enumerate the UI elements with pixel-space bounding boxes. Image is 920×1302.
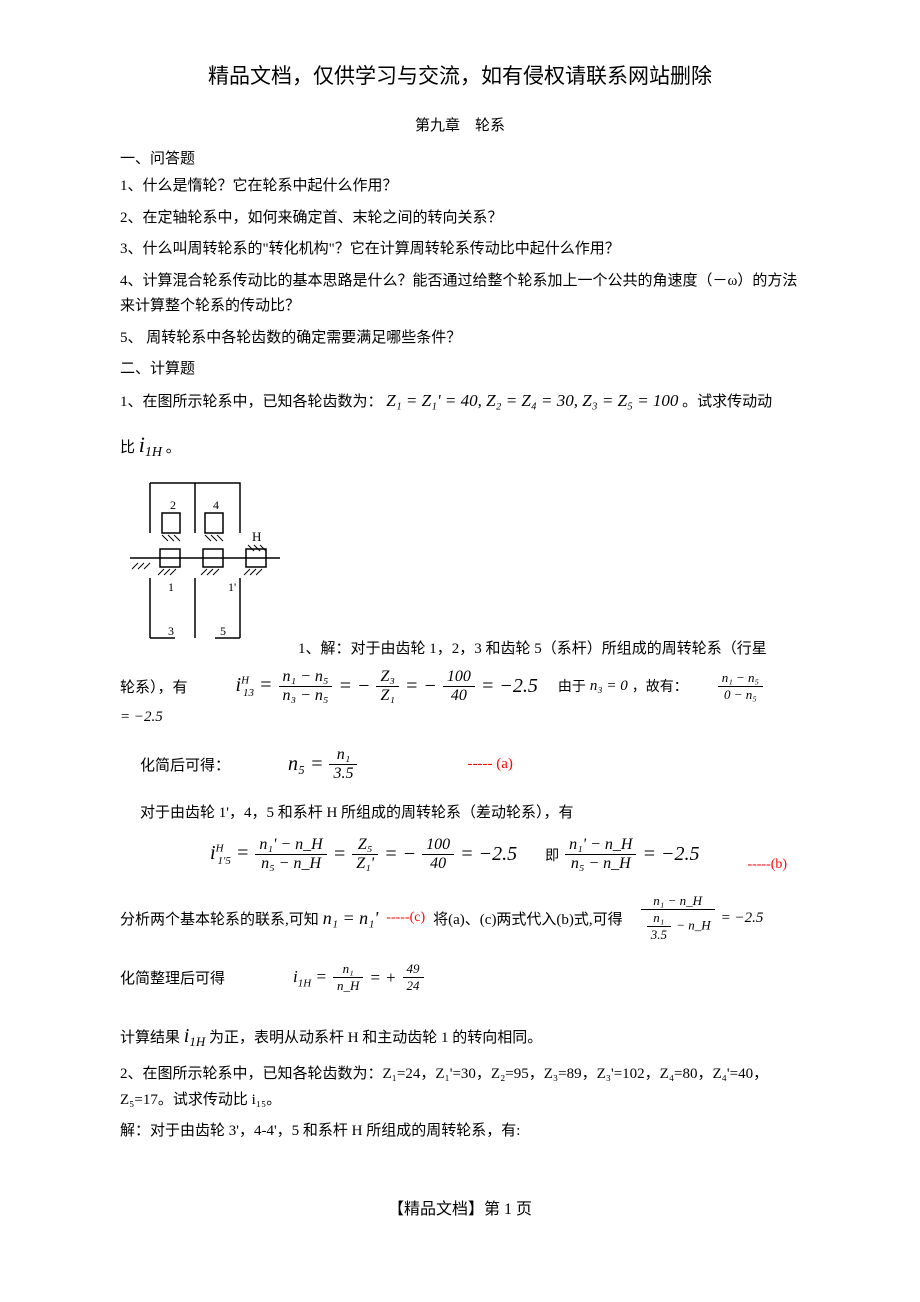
eq5-f1-den: n_H [333, 978, 363, 994]
problem-2-sol: 解：对于由齿轮 3'，4-4'，5 和系杆 H 所组成的周转轮系，有: [120, 1119, 800, 1145]
sol1-intro2: 轮系），有 [120, 676, 188, 697]
eq1-note1: 由于 [558, 676, 586, 696]
svg-text:1: 1 [168, 580, 174, 594]
eq3b-val: = −2.5 [642, 843, 699, 866]
eq3-sup: H [216, 843, 224, 855]
eq2-den: 3.5 [329, 765, 357, 783]
svg-text:3: 3 [168, 624, 174, 638]
eq3-f3-num: 100 [422, 836, 454, 855]
eq1-f1-num: n₁ − n₅ [279, 668, 333, 687]
p1-dot: 。 [166, 440, 181, 456]
p1-post: 。试求传动动 [682, 394, 772, 410]
header-notice: 精品文档，仅供学习与交流，如有侵权请联系网站删除 [120, 60, 800, 90]
eq3-f3-den: 40 [422, 855, 454, 873]
question-2: 2、在定轴轮系中，如何来确定首、末轮之间的转向关系？ [120, 206, 800, 232]
p1-pre: 1、在图所示轮系中，已知各轮齿数为： [120, 394, 383, 410]
eq1-sub: 13 [243, 687, 254, 699]
page-footer: 【精品文档】第 1 页 [120, 1195, 800, 1219]
simplify-2-row: 化简整理后可得 i1H = n₁n_H = + 4924 [120, 961, 800, 994]
section-1-head: 一、问答题 [120, 147, 800, 168]
svg-text:5: 5 [220, 624, 226, 638]
result-post: 为正，表明从动系杆 H 和主动齿轮 1 的转向相同。 [209, 1030, 542, 1046]
eq5-f2-den: 24 [403, 978, 424, 994]
eq1-val: = −2.5 [481, 675, 538, 698]
eq4-val: = −2.5 [721, 910, 764, 927]
simplify2: 化简整理后可得 [120, 967, 225, 988]
eq3-f2-num: Z₅ [352, 836, 378, 855]
equation-1-row: 轮系），有 iH13 = n₁ − n₅n₃ − n₅ = − Z₃Z₁ = −… [120, 668, 800, 726]
section-2-head: 二、计算题 [120, 357, 800, 378]
eq3b-den: n₅ − n_H [565, 855, 636, 873]
eq4-frac: n₁ − n_H n₁3.5 − n_H [641, 893, 715, 943]
problem-2: 2、在图所示轮系中，已知各轮齿数为：Z₁=24，Z₁'=30，Z₂=95，Z₃=… [120, 1062, 800, 1113]
eq4-den-den: 3.5 [647, 927, 671, 943]
svg-text:1': 1' [228, 580, 236, 594]
eq1-n3: n₃ = 0 [590, 678, 628, 695]
eq3-f1-den: n₅ − n_H [255, 855, 326, 873]
eq3-f2-den: Z₁' [352, 855, 378, 873]
question-4: 4、计算混合轮系传动比的基本思路是什么？能否通过给整个轮系加上一个公共的角速度（… [120, 269, 800, 320]
problem-1-ratio: 比 i1H 。 [120, 425, 800, 465]
equation-3-row: iH1'5 = n₁' − n_Hn₅ − n_H = Z₅Z₁' = − 10… [210, 836, 800, 873]
eq1b-den: 0 − n₅ [718, 687, 763, 703]
eq2-lhs: n₅ = [288, 753, 323, 776]
para3-eq: n₁ = n₁' [323, 908, 379, 929]
para-3-row: 分析两个基本轮系的联系,可知 n₁ = n₁' -----(c) 将(a)、(c… [120, 893, 800, 943]
svg-text:4: 4 [213, 498, 219, 512]
para-2: 对于由齿轮 1'，4，5 和系杆 H 所组成的周转轮系（差动轮系），有 [140, 801, 800, 827]
solution-1-intro: 1、解：对于由齿轮 1，2，3 和齿轮 5（系杆）所组成的周转轮系（行星 [298, 637, 767, 658]
p1-formula: Z₁ = Z₁' = 40, Z₂ = Z₄ = 30, Z₃ = Z₅ = 1… [386, 391, 678, 410]
eq3-f1-num: n₁' − n_H [255, 836, 326, 855]
simplify-1-row: 化简后可得： n₅ = n₁3.5 ----- (a) [120, 746, 800, 783]
question-3: 3、什么叫周转轮系的"转化机构"？它在计算周转轮系传动比中起什么作用？ [120, 237, 800, 263]
eq3b-num: n₁' − n_H [565, 836, 636, 855]
eq1-f3-num: 100 [443, 668, 475, 687]
eq3-ji: 即 [545, 845, 559, 865]
eq5-sub: 1H [298, 977, 311, 989]
eq5-plus: = + [369, 968, 396, 988]
label-a: ----- (a) [467, 756, 512, 773]
p1-bi: 比 [120, 440, 135, 456]
eq1-f2-den: Z₁ [376, 687, 398, 705]
eq1b-num: n₁ − n₅ [718, 670, 763, 687]
svg-text:2: 2 [170, 498, 176, 512]
eq1-f2-num: Z₃ [376, 668, 398, 687]
result-sub: 1H [189, 1034, 205, 1049]
eq1b-val: = −2.5 [120, 709, 163, 726]
svg-text:H: H [252, 529, 261, 544]
para3-mid: 将(a)、(c)两式代入(b)式,可得 [433, 908, 623, 929]
chapter-title: 第九章 轮系 [120, 114, 800, 135]
eq5-f2-num: 49 [403, 961, 424, 978]
label-b: -----(b) [747, 857, 787, 873]
result-pre: 计算结果 [120, 1030, 180, 1046]
eq1-note2: ，故有： [632, 676, 688, 696]
question-5: 5、 周转轮系中各轮齿数的确定需要满足哪些条件？ [120, 326, 800, 352]
eq4-den-tail: − n_H [676, 918, 710, 933]
i-sub: 1H [145, 445, 162, 460]
label-c: -----(c) [386, 910, 425, 926]
eq4-num: n₁ − n_H [641, 893, 715, 910]
eq3-sub: 1'5 [218, 855, 231, 867]
eq1-sup: H [241, 674, 249, 686]
gear-diagram: 2 4 H [120, 473, 290, 658]
eq5-f1-num: n₁ [333, 961, 363, 978]
eq1-f1-den: n₃ − n₅ [279, 687, 333, 705]
para3-pre: 分析两个基本轮系的联系,可知 [120, 908, 319, 929]
question-1: 1、什么是惰轮？它在轮系中起什么作用？ [120, 174, 800, 200]
simplify1: 化简后可得： [140, 754, 230, 775]
result-line: 计算结果 i1H 为正，表明从动系杆 H 和主动齿轮 1 的转向相同。 [120, 1018, 800, 1054]
eq3-val: = −2.5 [460, 843, 517, 866]
eq1-f3-den: 40 [443, 687, 475, 705]
problem-1-statement: 1、在图所示轮系中，已知各轮齿数为： Z₁ = Z₁' = 40, Z₂ = Z… [120, 386, 800, 417]
eq4-den-num: n₁ [647, 910, 671, 927]
eq2-num: n₁ [329, 746, 357, 765]
